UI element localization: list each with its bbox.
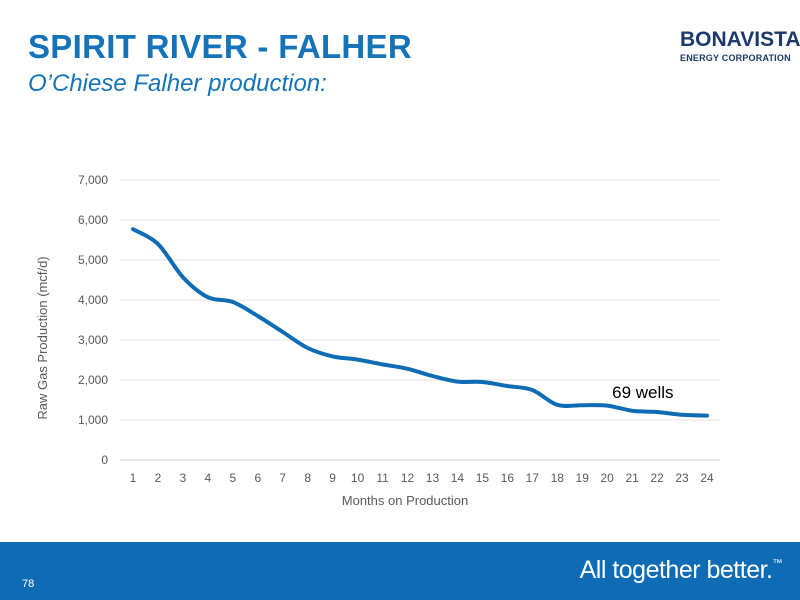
footer-bar: 78 All together better.™ — [0, 542, 800, 600]
data-point — [481, 381, 483, 383]
data-point — [456, 381, 458, 383]
x-tick-label: 7 — [279, 471, 286, 485]
data-point — [382, 363, 384, 365]
data-point — [706, 415, 708, 417]
x-tick-label: 2 — [155, 471, 162, 485]
x-tick-label: 11 — [376, 471, 389, 485]
data-point — [132, 228, 134, 230]
data-point — [656, 411, 658, 413]
y-tick-label: 3,000 — [78, 333, 108, 347]
data-point — [631, 410, 633, 412]
data-point — [681, 414, 683, 416]
x-axis-label: Months on Production — [342, 493, 468, 508]
series-group — [131, 227, 709, 418]
x-tick-label: 8 — [304, 471, 311, 485]
x-tick-label: 5 — [229, 471, 236, 485]
data-point — [232, 301, 234, 303]
data-point — [556, 404, 558, 406]
company-logo: BONAVISTA ENERGY CORPORATION — [660, 28, 800, 68]
footer-tagline: All together better.™ — [579, 556, 783, 585]
data-point — [357, 359, 359, 361]
x-tick-label: 17 — [526, 471, 540, 485]
series-line — [131, 227, 709, 418]
y-tick-label: 0 — [101, 453, 108, 467]
x-tick-label: 19 — [576, 471, 590, 485]
data-point — [581, 404, 583, 406]
x-tick-label: 3 — [180, 471, 187, 485]
page-number: 78 — [22, 578, 35, 590]
x-tick-label: 20 — [600, 471, 614, 485]
x-tick-label: 18 — [551, 471, 565, 485]
y-tick-label: 7,000 — [78, 173, 108, 187]
grid-lines — [120, 179, 720, 461]
x-tick-label: 14 — [451, 471, 465, 485]
y-tick-label: 1,000 — [78, 413, 108, 427]
x-tick-label: 12 — [401, 471, 415, 485]
x-tick-label: 13 — [426, 471, 440, 485]
x-tick-labels: 1 2 3 4 5 6 7 8 9 10 11 12 13 14 15 16 17 18 19 20 21 22 23 24 — [130, 471, 714, 485]
slide-subtitle: O’Chiese Falher production: — [28, 70, 327, 97]
x-tick-label: 15 — [476, 471, 490, 485]
y-axis-label: Raw Gas Production (mcf/d) — [35, 256, 50, 419]
x-tick-label: 24 — [700, 471, 714, 485]
data-point — [431, 375, 433, 377]
data-point — [506, 385, 508, 387]
x-tick-label: 21 — [625, 471, 639, 485]
y-tick-label: 2,000 — [78, 373, 108, 387]
slide-title: SPIRIT RIVER - FALHER — [28, 28, 412, 65]
x-tick-label: 1 — [130, 471, 137, 485]
data-point — [531, 389, 533, 391]
y-tick-label: 4,000 — [78, 293, 108, 307]
annotations-group: 69 wells — [612, 383, 673, 402]
data-point — [307, 347, 309, 349]
x-tick-label: 6 — [254, 471, 261, 485]
data-point — [207, 296, 209, 298]
x-tick-label: 23 — [675, 471, 689, 485]
logo-name: BONAVISTA — [680, 28, 800, 51]
tagline-text: All together better. — [579, 556, 773, 584]
x-tick-label: 22 — [650, 471, 664, 485]
y-tick-labels: 0 1,000 2,000 3,000 4,000 5,000 6,000 7,000 — [78, 173, 108, 467]
x-tick-label: 4 — [205, 471, 212, 485]
data-point — [257, 315, 259, 317]
data-point — [182, 276, 184, 278]
y-tick-label: 5,000 — [78, 253, 108, 267]
x-tick-label: 16 — [501, 471, 515, 485]
data-point — [407, 368, 409, 370]
trademark-symbol: ™ — [772, 558, 783, 569]
data-point — [157, 243, 159, 245]
data-point — [606, 405, 608, 407]
data-point — [282, 331, 284, 333]
x-tick-label: 9 — [329, 471, 336, 485]
y-tick-label: 6,000 — [78, 213, 108, 227]
annotation-label: 69 wells — [612, 383, 673, 402]
x-tick-label: 10 — [351, 471, 365, 485]
data-point — [332, 355, 334, 357]
logo-subtitle: ENERGY CORPORATION — [680, 53, 791, 63]
